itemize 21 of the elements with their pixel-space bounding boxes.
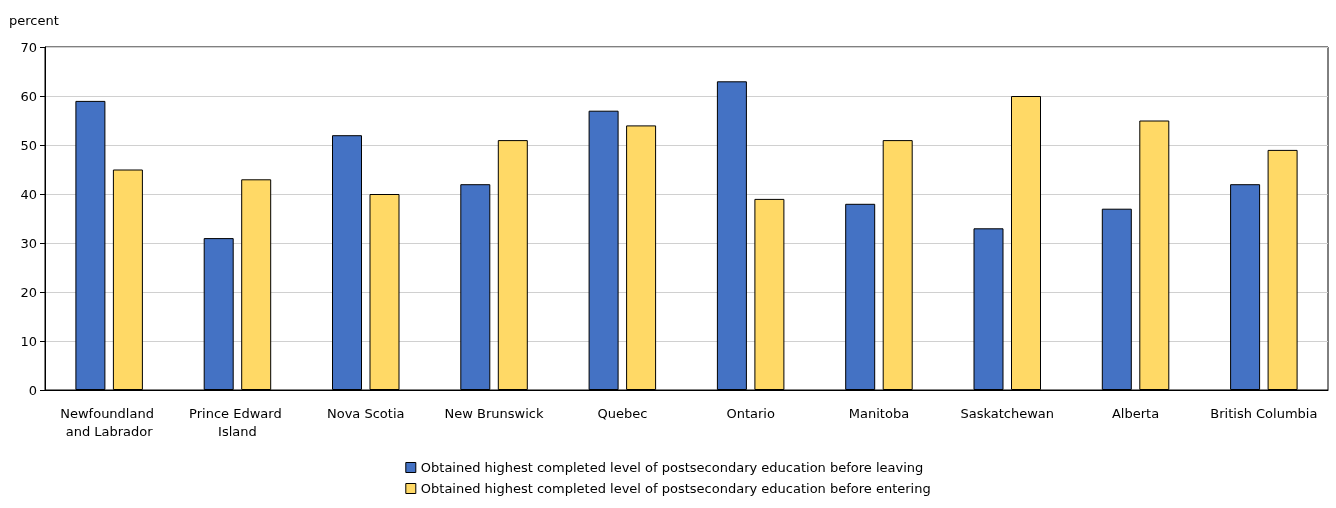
x-tick-label: Alberta bbox=[1111, 405, 1160, 421]
legend-label: Obtained highest completed level of postsecondary education before entering bbox=[420, 481, 931, 496]
y-tick-label: 10 bbox=[20, 333, 37, 349]
x-tick-label: Saskatchewan bbox=[960, 405, 1055, 421]
legend-label: Obtained highest completed level of postsecondary education before leaving bbox=[420, 460, 924, 475]
y-tick-label: 20 bbox=[20, 284, 37, 300]
x-tick-label: Nova Scotia bbox=[327, 405, 405, 421]
x-tick-label: British Columbia bbox=[1210, 405, 1318, 421]
x-tick-label: Manitoba bbox=[848, 405, 910, 421]
x-tick-label: New Brunswick bbox=[444, 405, 544, 421]
x-tick-label: Ontario bbox=[726, 405, 775, 421]
x-tick-label: Prince Edward Island bbox=[189, 405, 286, 439]
y-tick-label: 50 bbox=[20, 137, 37, 153]
y-tick-label: 60 bbox=[20, 88, 37, 104]
y-tick-label: 70 bbox=[20, 39, 37, 55]
x-tick-label: Newfoundland and Labrador bbox=[60, 405, 159, 439]
y-tick-label: 30 bbox=[20, 235, 37, 251]
x-tick-label: Quebec bbox=[597, 405, 648, 421]
y-tick-label: 0 bbox=[28, 382, 37, 398]
y-axis-title: percent bbox=[9, 13, 59, 28]
y-tick-label: 40 bbox=[20, 186, 37, 202]
